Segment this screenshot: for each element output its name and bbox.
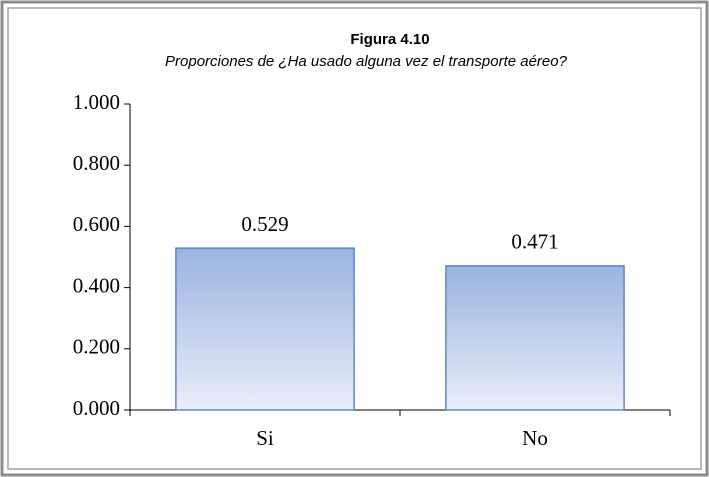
y-tick-label: 0.200 (73, 335, 120, 359)
y-tick-label: 1.000 (73, 90, 120, 114)
data-label: 0.471 (511, 230, 558, 254)
inner-frame (7, 7, 702, 470)
chart-title: Figura 4.10 (350, 31, 429, 48)
bar (445, 265, 625, 411)
x-tick-label: No (522, 426, 548, 450)
y-tick-label: 0.400 (73, 273, 120, 297)
y-tick-label: 0.800 (73, 151, 120, 175)
x-tick-label: Si (256, 426, 274, 450)
bar (175, 247, 355, 411)
y-tick-label: 0.000 (73, 396, 120, 420)
chart-subtitle: Proporciones de ¿Ha usado alguna vez el … (165, 53, 568, 70)
data-label: 0.529 (241, 212, 288, 236)
y-tick-label: 0.600 (73, 212, 120, 236)
